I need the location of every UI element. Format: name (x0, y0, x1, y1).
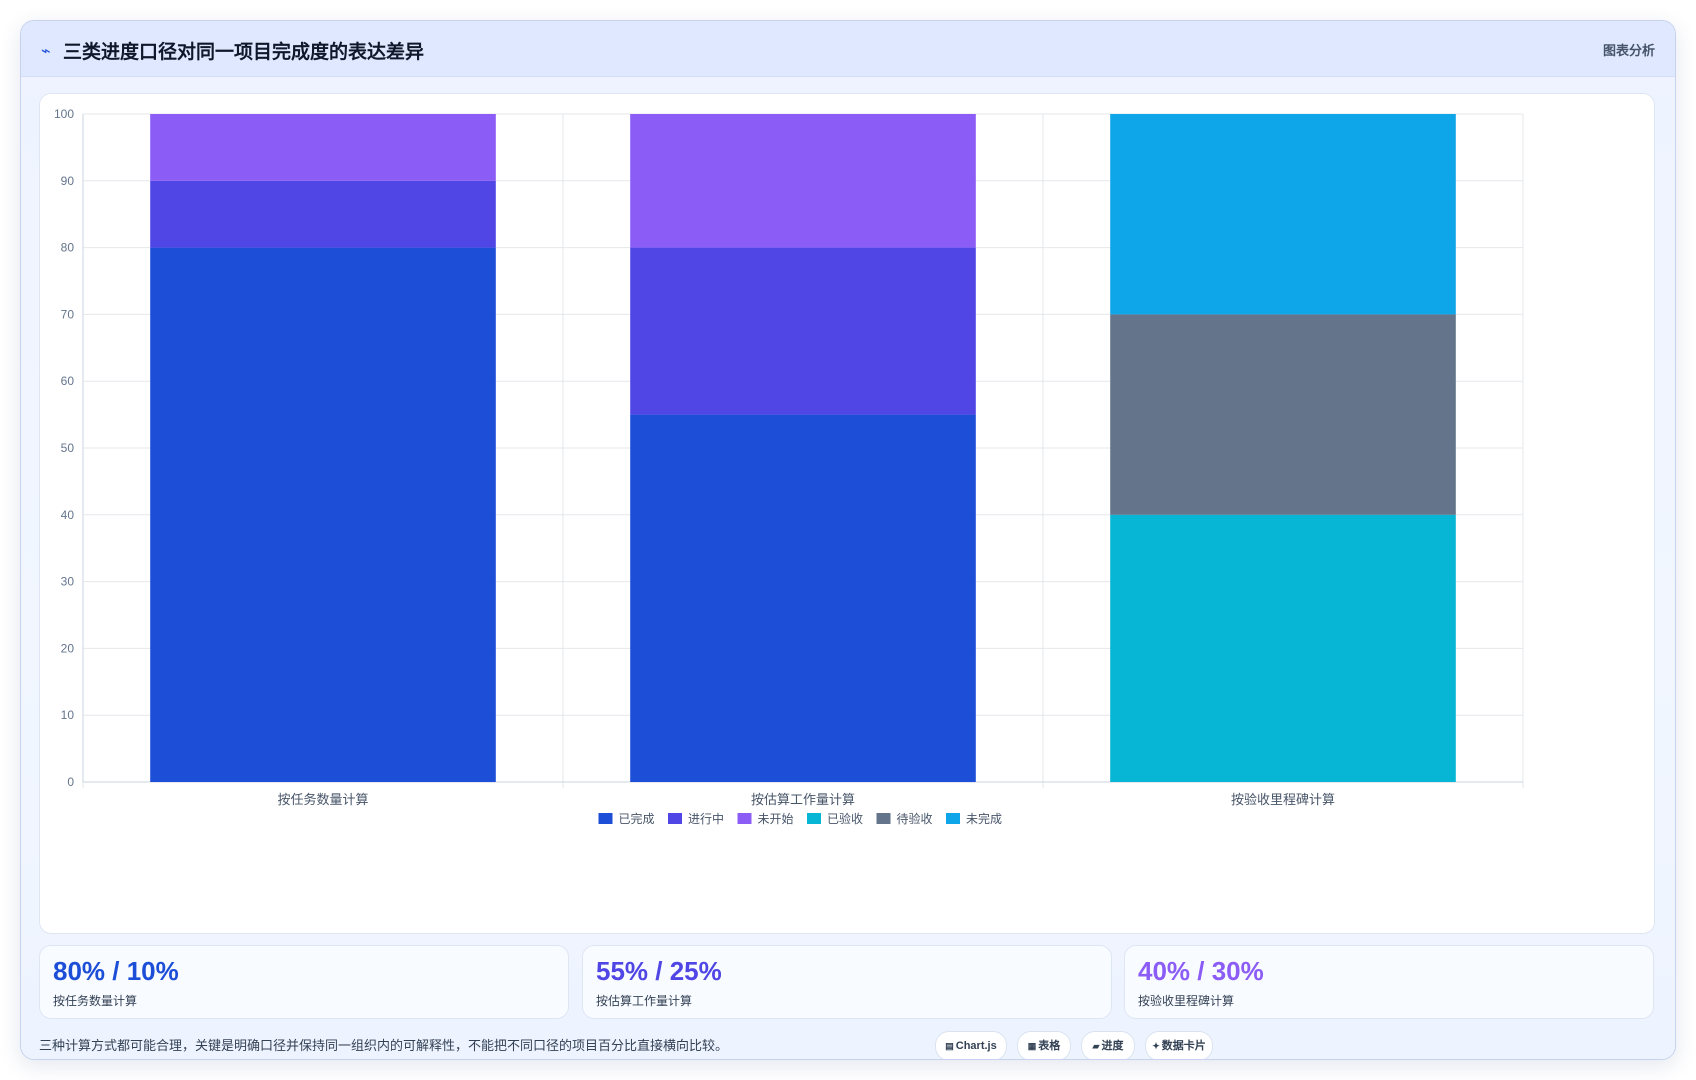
legend-swatch (598, 813, 613, 824)
y-tick-label: 90 (61, 174, 75, 188)
chart-title: 三类进度口径对同一项目完成度的表达差异 (63, 42, 425, 63)
bar-segment (150, 247, 496, 783)
legend-label: 已验收 (827, 811, 863, 826)
y-tick-label: 20 (61, 641, 75, 655)
y-tick-label: 60 (61, 374, 75, 388)
stacked-bar-chart: 0 10 20 30 40 50 60 70 80 90 100 按任务数量计算 按估算工作量计算 按验收… (54, 107, 1524, 826)
x-tick-label: 按验收里程碑计算 (1231, 792, 1335, 807)
stat-value: 80% / 10% (53, 956, 179, 986)
legend-label: 进行中 (688, 811, 724, 826)
x-tick-label: 按估算工作量计算 (751, 792, 855, 807)
legend-swatch (946, 813, 960, 824)
chip-progress[interactable]: ▰ 进度 (1081, 1031, 1135, 1059)
legend-swatch (737, 813, 752, 824)
legend-swatch (807, 813, 821, 824)
bar-segment (1110, 514, 1456, 782)
bar-segment (630, 247, 976, 415)
bar-segment (630, 114, 976, 248)
chip-chartjs[interactable]: ▤ Chart.js (935, 1031, 1007, 1059)
legend-swatch (876, 813, 891, 824)
footnote: 三种计算方式都可能合理，关键是明确口径并保持同一组织内的可解释性，不能把不同口径… (39, 1038, 729, 1053)
y-tick-label: 0 (67, 775, 74, 789)
chart-analysis-label: 图表分析 (1602, 43, 1655, 58)
y-tick-label: 30 (61, 575, 75, 589)
legend-label: 未开始 (758, 812, 794, 826)
sparkle-icon: ✦ (1152, 1041, 1160, 1051)
chart-panel: 0 10 20 30 40 50 60 70 80 90 100 按任务数量计算 按估算工作量计算 按验收… (39, 93, 1655, 934)
y-tick-label: 10 (61, 708, 75, 722)
y-tick-label: 50 (61, 441, 75, 455)
stat-label: 按验收里程碑计算 (1138, 994, 1235, 1008)
legend-label: 未完成 (966, 811, 1002, 826)
stat-label: 按任务数量计算 (53, 994, 138, 1008)
chart-card: ⌁ 三类进度口径对同一项目完成度的表达差异 图表分析 0 10 20 30 40 50 60… (20, 20, 1676, 1060)
card-header: ⌁ 三类进度口径对同一项目完成度的表达差异 图表分析 (21, 21, 1675, 77)
progress-icon: ▰ (1092, 1041, 1100, 1051)
stat-cards: 80% / 10% 按任务数量计算 55% / 25% 按估算工作量计算 40%… (39, 945, 1654, 1019)
stat-value: 40% / 30% (1138, 956, 1264, 986)
bar-segment (1110, 114, 1456, 315)
y-tick-label: 80 (61, 241, 75, 255)
y-tick-label: 40 (61, 508, 75, 522)
chip-label: Chart.js (955, 1040, 997, 1052)
bar-segment (630, 414, 976, 782)
stat-card-tasks: 80% / 10% 按任务数量计算 (39, 945, 569, 1019)
x-tick-label: 按任务数量计算 (277, 792, 368, 807)
y-tick-label: 100 (54, 107, 74, 121)
bar-chart-icon: ▤ (945, 1041, 954, 1051)
table-icon: ▦ (1027, 1041, 1037, 1051)
stat-value: 55% / 25% (596, 956, 722, 986)
bar-segment (150, 114, 496, 181)
chip-data-card[interactable]: ✦ 数据卡片 (1145, 1031, 1213, 1059)
chip-label: 进度 (1101, 1040, 1124, 1052)
bar-segment (150, 180, 496, 248)
stat-card-milestone: 40% / 30% 按验收里程碑计算 (1124, 945, 1654, 1019)
legend-label: 已完成 (619, 811, 655, 826)
legend-swatch (668, 813, 682, 824)
y-tick-label: 70 (61, 307, 75, 321)
chip-table[interactable]: ▦ 表格 (1017, 1031, 1071, 1059)
stat-label: 按估算工作量计算 (596, 994, 693, 1008)
chip-label: 数据卡片 (1161, 1040, 1206, 1052)
chip-label: 表格 (1038, 1040, 1061, 1052)
legend-label: 待验收 (897, 811, 933, 826)
chart-icon: ⌁ (41, 43, 51, 60)
bar-segment (1110, 314, 1456, 515)
stat-card-effort: 55% / 25% 按估算工作量计算 (582, 945, 1112, 1019)
